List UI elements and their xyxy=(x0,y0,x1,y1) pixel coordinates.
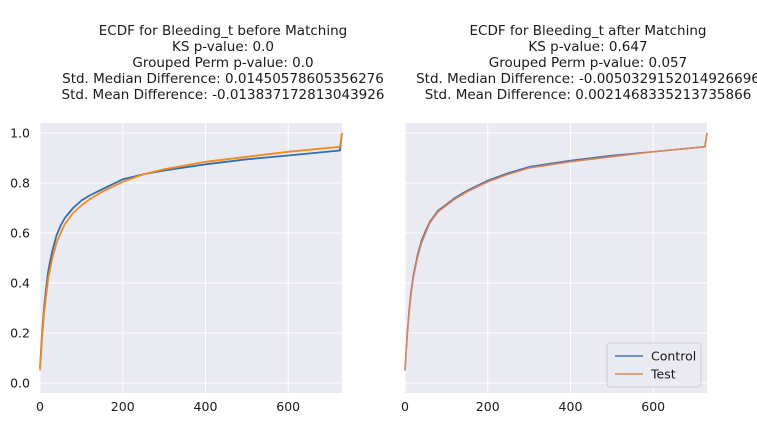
x-tick-label: 0 xyxy=(36,399,44,414)
x-tick-label: 400 xyxy=(194,399,218,414)
legend-label-test: Test xyxy=(650,367,676,382)
chart-title-line: ECDF for Bleeding_t after Matching xyxy=(470,23,707,39)
legend-box xyxy=(606,342,702,388)
chart-title-line: Std. Median Difference: -0.0050329152014… xyxy=(416,71,757,87)
y-tick-label: 0.8 xyxy=(10,176,30,191)
x-tick-label: 400 xyxy=(559,399,583,414)
y-tick-label: 0.6 xyxy=(10,226,30,241)
chart-title-line: Std. Median Difference: 0.01450578605356… xyxy=(62,71,384,87)
y-tick-label: 0.0 xyxy=(10,376,30,391)
y-tick-label: 0.4 xyxy=(10,276,30,291)
chart-title-line: Grouped Perm p-value: 0.057 xyxy=(489,55,687,71)
chart-title-line: ECDF for Bleeding_t before Matching xyxy=(99,23,347,39)
chart-title-line: KS p-value: 0.647 xyxy=(528,39,647,55)
x-tick-label: 0 xyxy=(401,399,409,414)
x-tick-label: 200 xyxy=(111,399,135,414)
chart-title-line: Std. Mean Difference: -0.013837172813043… xyxy=(62,87,385,103)
legend-label-control: Control xyxy=(651,349,696,364)
x-tick-label: 600 xyxy=(276,399,300,414)
plot-area xyxy=(40,123,342,393)
x-tick-label: 200 xyxy=(476,399,500,414)
series-line-test xyxy=(39,132,343,371)
y-tick-label: 1.0 xyxy=(10,126,30,141)
chart-title-line: Grouped Perm p-value: 0.0 xyxy=(132,55,313,71)
y-tick-label: 0.2 xyxy=(10,326,30,341)
series-line-test xyxy=(404,132,708,371)
x-tick-label: 600 xyxy=(641,399,665,414)
chart-title-line: Std. Mean Difference: 0.0021468335213735… xyxy=(425,87,752,103)
chart-title-line: KS p-value: 0.0 xyxy=(172,39,274,55)
legend: Control Test xyxy=(606,342,702,388)
